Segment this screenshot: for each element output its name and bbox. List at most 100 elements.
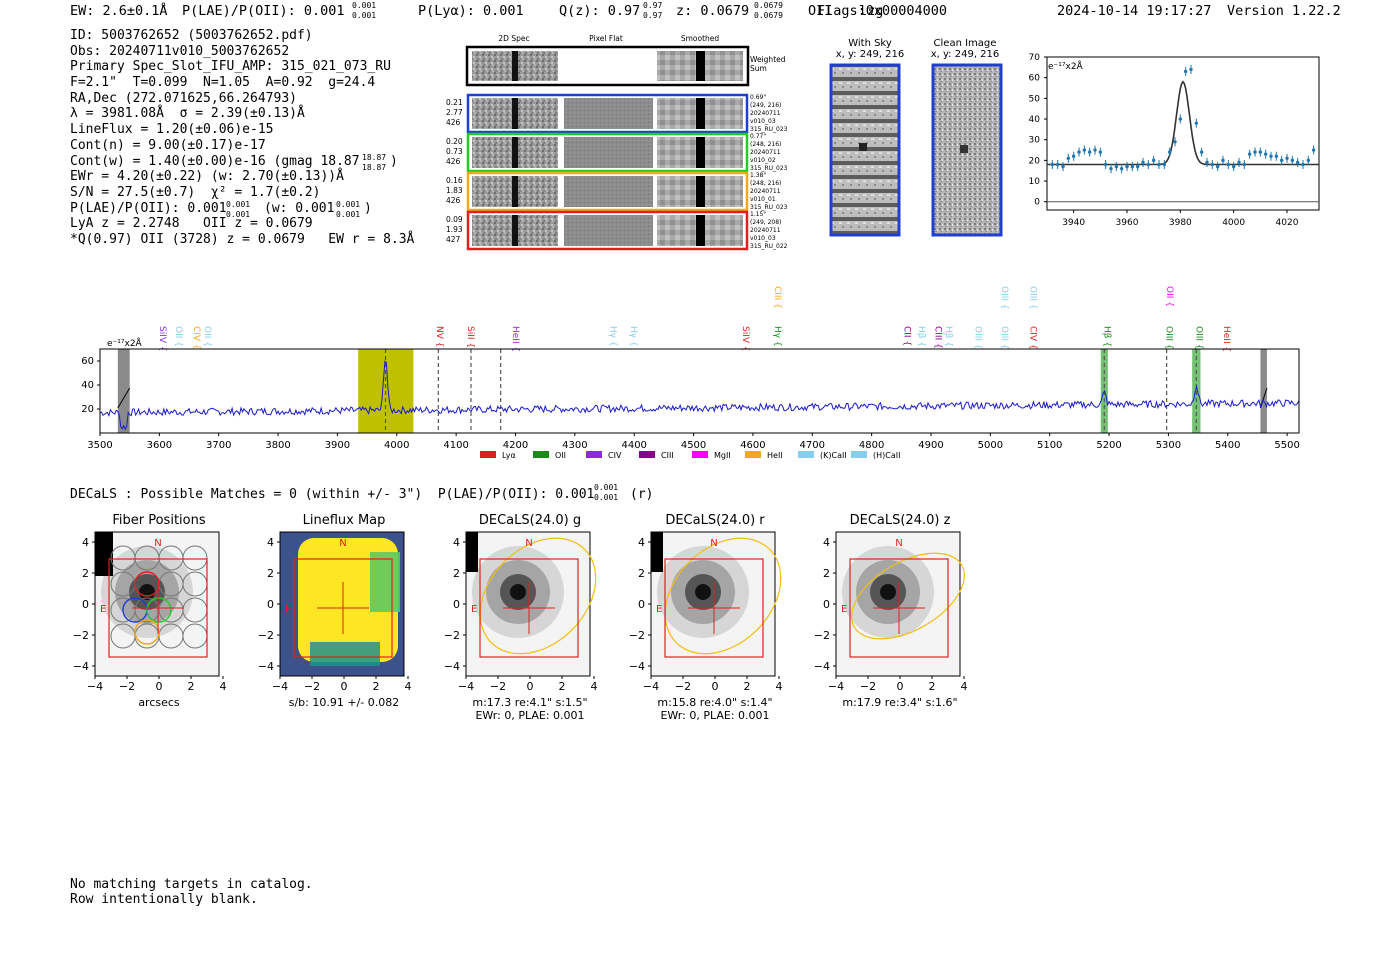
zoom-data-point <box>1178 117 1183 121</box>
ytick-label: −2 <box>629 629 645 642</box>
zoom-ytick-label: 10 <box>1029 177 1041 187</box>
ytick-label: 2 <box>453 567 460 580</box>
cutout-smoothed-peak <box>696 176 705 207</box>
zoom-data-point <box>1082 148 1087 152</box>
cutout-row-meta: (249, 208) <box>750 219 782 226</box>
spectrum-line-label: Hβ { <box>943 326 953 347</box>
decals-caption-1: m:15.8 re:4.0" s:1.4" <box>657 696 773 709</box>
header-z: z: 0.0679 0.0679 0.0679 <box>676 1 783 20</box>
header-ew: EW: 2.6±0.1Å <box>70 3 168 19</box>
cutout-row-meta: 0.77" <box>750 133 767 140</box>
ytick-label: −4 <box>258 660 274 673</box>
xtick-label: 0 <box>341 680 348 690</box>
legend-label: OII <box>555 451 566 460</box>
xtick-label: −2 <box>860 680 876 690</box>
xtick-label: −4 <box>458 680 474 690</box>
spectrum-xtick-label: 4400 <box>621 440 646 451</box>
xtick-label: −4 <box>643 680 659 690</box>
header-z-line: OII <box>808 3 833 19</box>
info-contn: Cont(n) = 9.00(±0.17)e-17 <box>70 137 266 153</box>
ytick-label: −4 <box>444 660 460 673</box>
bright-star-artifact <box>651 532 663 572</box>
xtick-label: 2 <box>744 680 751 690</box>
spectrum-line-label: Hβ { <box>1101 326 1111 347</box>
ytick-label: 4 <box>638 536 645 549</box>
with-sky-title: With Sky <box>848 38 892 49</box>
spectrum-xtick-label: 5300 <box>1156 440 1181 451</box>
cutout-row-meta: 20240711 <box>750 110 781 117</box>
spectrum-line-label: SiIV { <box>157 326 167 352</box>
spectrum-xtick-label: 4000 <box>384 440 409 451</box>
legend-label: MgII <box>714 451 731 460</box>
xtick-label: −4 <box>272 680 288 690</box>
spectrum-xtick-label: 4900 <box>918 440 943 451</box>
zoom-data-point <box>1215 164 1220 169</box>
legend-label: (H)CaII <box>873 451 900 460</box>
ytick-label: 2 <box>823 567 830 580</box>
zoom-data-point <box>1173 140 1177 144</box>
decals-panel-title: Lineflux Map <box>302 513 386 528</box>
xtick-label: −2 <box>490 680 506 690</box>
spectrum-xtick-label: 3900 <box>325 440 350 451</box>
cutout-smoothed-peak <box>696 137 705 168</box>
zoom-ytick-label: 30 <box>1029 136 1041 146</box>
fiber-circle <box>182 545 208 571</box>
cutout-row-meta: 20240711 <box>750 188 781 195</box>
cutout-row-value: 0.09 <box>446 215 463 224</box>
aperture-ellipse <box>479 537 597 655</box>
zoom-data-point <box>1066 156 1071 161</box>
decals-caption-1: m:17.3 re:4.1" s:1.5" <box>472 696 588 709</box>
search-box <box>849 558 949 658</box>
zoom-data-point <box>1093 148 1097 152</box>
zoom-data-point <box>1290 158 1295 163</box>
full-spectrum: 20 40 60 3500 3600 3700 3800 3900 4000 4100 4200 43… <box>81 286 1300 460</box>
search-box <box>108 558 208 658</box>
ytick-label: 4 <box>453 536 460 549</box>
zoom-data-point <box>1050 162 1055 167</box>
cutout-row-meta: 315_RU_023 <box>750 126 788 133</box>
spectrum-line-label: OII { <box>1164 286 1174 307</box>
legend-swatch <box>851 451 867 458</box>
spectrum-line-label: HeII { <box>510 326 520 352</box>
cutout-pixel-flat <box>564 98 653 129</box>
zoom-data-point <box>1269 154 1273 158</box>
xtick-label: 0 <box>712 680 719 690</box>
info-lya: LyA z = 2.2748 OII z = 0.0679 <box>70 216 313 232</box>
zoom-data-point <box>1279 158 1284 163</box>
ytick-label: 0 <box>82 598 89 611</box>
ytick-label: −2 <box>258 629 274 642</box>
zoom-ytick-label: 0 <box>1034 198 1040 208</box>
spectrum-xtick-label: 5100 <box>1037 440 1062 451</box>
zoom-data-point <box>1114 164 1119 169</box>
spectrum-xtick-label: 4600 <box>740 440 765 451</box>
xtick-label: 4 <box>405 680 412 690</box>
zoom-plot-frame <box>1046 56 1320 211</box>
zoom-data-point <box>1141 160 1145 165</box>
xtick-label: −4 <box>87 680 103 690</box>
cutout-row-meta: 1.15" <box>750 211 767 218</box>
ytick-label: −2 <box>73 629 89 642</box>
spectrum-xtick-label: 4300 <box>562 440 587 451</box>
cutout-2d-peak <box>512 176 518 207</box>
bright-star-artifact <box>95 532 113 576</box>
east-label: E <box>471 604 477 615</box>
cutout-row-value: 1.93 <box>446 225 463 234</box>
zoom-data-point <box>1183 69 1188 74</box>
xtick-label: 2 <box>373 680 380 690</box>
east-label: E <box>285 604 291 615</box>
spectrum-line-label: Hβ { <box>916 326 926 347</box>
info-radec: RA,Dec (272.071625,66.264793) <box>70 90 297 106</box>
spectrum-line-label: Hγ { <box>607 326 617 347</box>
zoom-data-point <box>1263 152 1268 156</box>
legend-swatch <box>480 451 496 458</box>
decals-caption-2: EWr: 0, PLAE: 0.001 <box>475 709 585 722</box>
zoom-data-point <box>1237 160 1241 165</box>
ytick-label: 4 <box>267 536 274 549</box>
info-sn: S/N = 27.5(±0.7) χ² = 1.7(±0.2) <box>70 184 321 200</box>
decals-panel-title: DECaLS(24.0) r <box>665 513 765 528</box>
zoom-data-point <box>1151 158 1156 163</box>
cutout-2d-peak <box>512 98 518 129</box>
ytick-label: 4 <box>82 536 89 549</box>
zoom-data-point <box>1103 162 1108 167</box>
spectrum-line-label: HeII { <box>1221 326 1231 352</box>
